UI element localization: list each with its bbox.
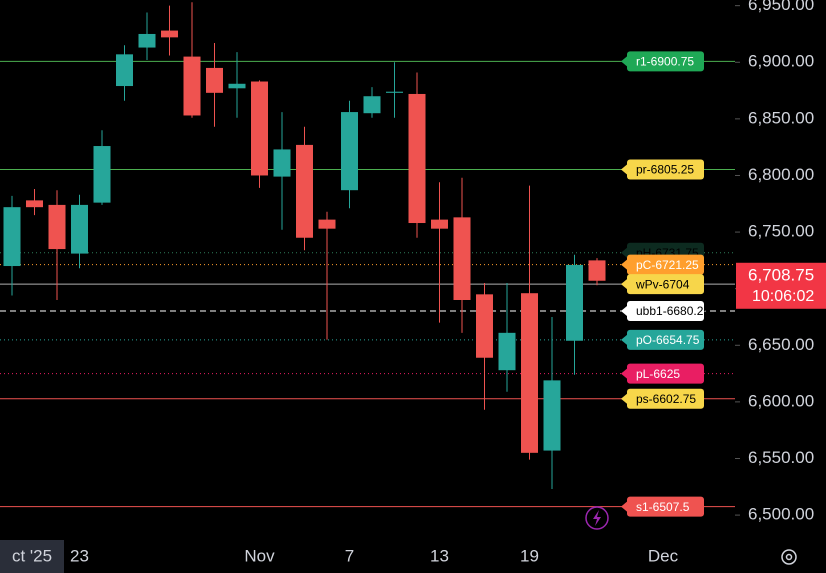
level-box — [627, 159, 704, 180]
period-box — [0, 540, 64, 573]
month-label: Dec — [648, 546, 679, 565]
candle-body — [251, 81, 268, 176]
level-pointer — [621, 393, 627, 404]
level-box — [627, 496, 704, 517]
y-tick-label: 6,950.00 — [748, 0, 814, 14]
candle-body — [476, 294, 493, 358]
candle-body — [3, 207, 21, 267]
candle-body — [543, 380, 561, 451]
level-pointer — [621, 259, 627, 270]
candle-body — [228, 83, 246, 89]
candle-body — [296, 144, 313, 238]
y-tick-label: 6,900.00 — [748, 52, 814, 71]
level-pointer — [621, 279, 627, 290]
countdown: 10:06:02 — [752, 288, 814, 305]
level-label: pO-6654.75 — [636, 333, 700, 347]
level-label: wPv-6704 — [635, 277, 690, 291]
y-tick-label: 6,500.00 — [748, 505, 814, 524]
x-tick-label: 19 — [520, 546, 539, 565]
level-box — [627, 51, 704, 72]
alert-icon[interactable] — [585, 506, 609, 530]
level-box — [627, 254, 704, 275]
y-tick-label: 6,600.00 — [748, 391, 814, 410]
candle-body — [116, 54, 133, 87]
candle-body — [183, 56, 201, 116]
level-label: pC-6721.25 — [636, 258, 699, 272]
level-label: ps-6602.75 — [636, 392, 696, 406]
candle-body — [273, 149, 291, 177]
x-tick-label: Nov — [244, 546, 275, 565]
level-pointer — [621, 164, 627, 175]
gear[interactable] — [781, 549, 797, 565]
level-box — [627, 301, 704, 322]
x-tick-label: 13 — [430, 546, 449, 565]
y-tick-label: 6,750.00 — [748, 222, 814, 241]
candle-body — [453, 217, 471, 300]
candle-body — [26, 200, 43, 208]
candles — [3, 2, 606, 490]
candle-body — [341, 112, 358, 191]
settings-icon[interactable] — [781, 549, 797, 565]
candle-body — [431, 219, 448, 229]
candle-body — [48, 204, 66, 250]
candle-body — [566, 264, 583, 341]
level-label: r1-6900.75 — [636, 55, 694, 69]
y-tick-label: 6,550.00 — [748, 448, 814, 467]
candle-body — [588, 260, 606, 281]
level-label: pr-6805.25 — [636, 163, 694, 177]
level-pointer — [621, 247, 627, 258]
y-tick-label: 6,650.00 — [748, 335, 814, 354]
level-label: ubb1-6680.25 — [636, 304, 710, 318]
level-pointer — [621, 334, 627, 345]
candle-body — [206, 67, 223, 93]
level-labels: r1-6900.75pr-6805.25pH-6731.75pC-6721.25… — [621, 51, 710, 517]
candle-body — [363, 96, 381, 114]
candle-body — [408, 93, 426, 224]
level-box — [627, 329, 704, 350]
candle-body — [318, 219, 336, 229]
candle-body — [161, 30, 178, 38]
level-box — [627, 363, 704, 384]
candle-body — [386, 91, 403, 93]
last-price-box — [736, 262, 826, 309]
candle-body — [138, 33, 156, 48]
candle-body — [521, 293, 538, 453]
level-label: pL-6625 — [636, 367, 680, 381]
period-label: ct '25 — [12, 546, 52, 565]
level-box — [627, 388, 704, 409]
candle-body — [71, 204, 88, 254]
level-pointer — [621, 501, 627, 512]
candle-body — [498, 332, 516, 371]
level-pointer — [621, 56, 627, 67]
x-tick-label: 7 — [345, 546, 354, 565]
level-box — [627, 274, 704, 295]
candle-body — [93, 146, 111, 203]
bolt — [593, 510, 601, 526]
level-label: s1-6507.5 — [636, 500, 690, 514]
y-tick-label: 6,800.00 — [748, 165, 814, 184]
y-tick-label: 6,850.00 — [748, 108, 814, 127]
level-pointer — [621, 368, 627, 379]
gear-center — [785, 553, 793, 561]
x-tick-label: 23 — [70, 546, 89, 565]
level-pointer — [621, 306, 627, 317]
last-price: 6,708.75 — [748, 265, 814, 284]
